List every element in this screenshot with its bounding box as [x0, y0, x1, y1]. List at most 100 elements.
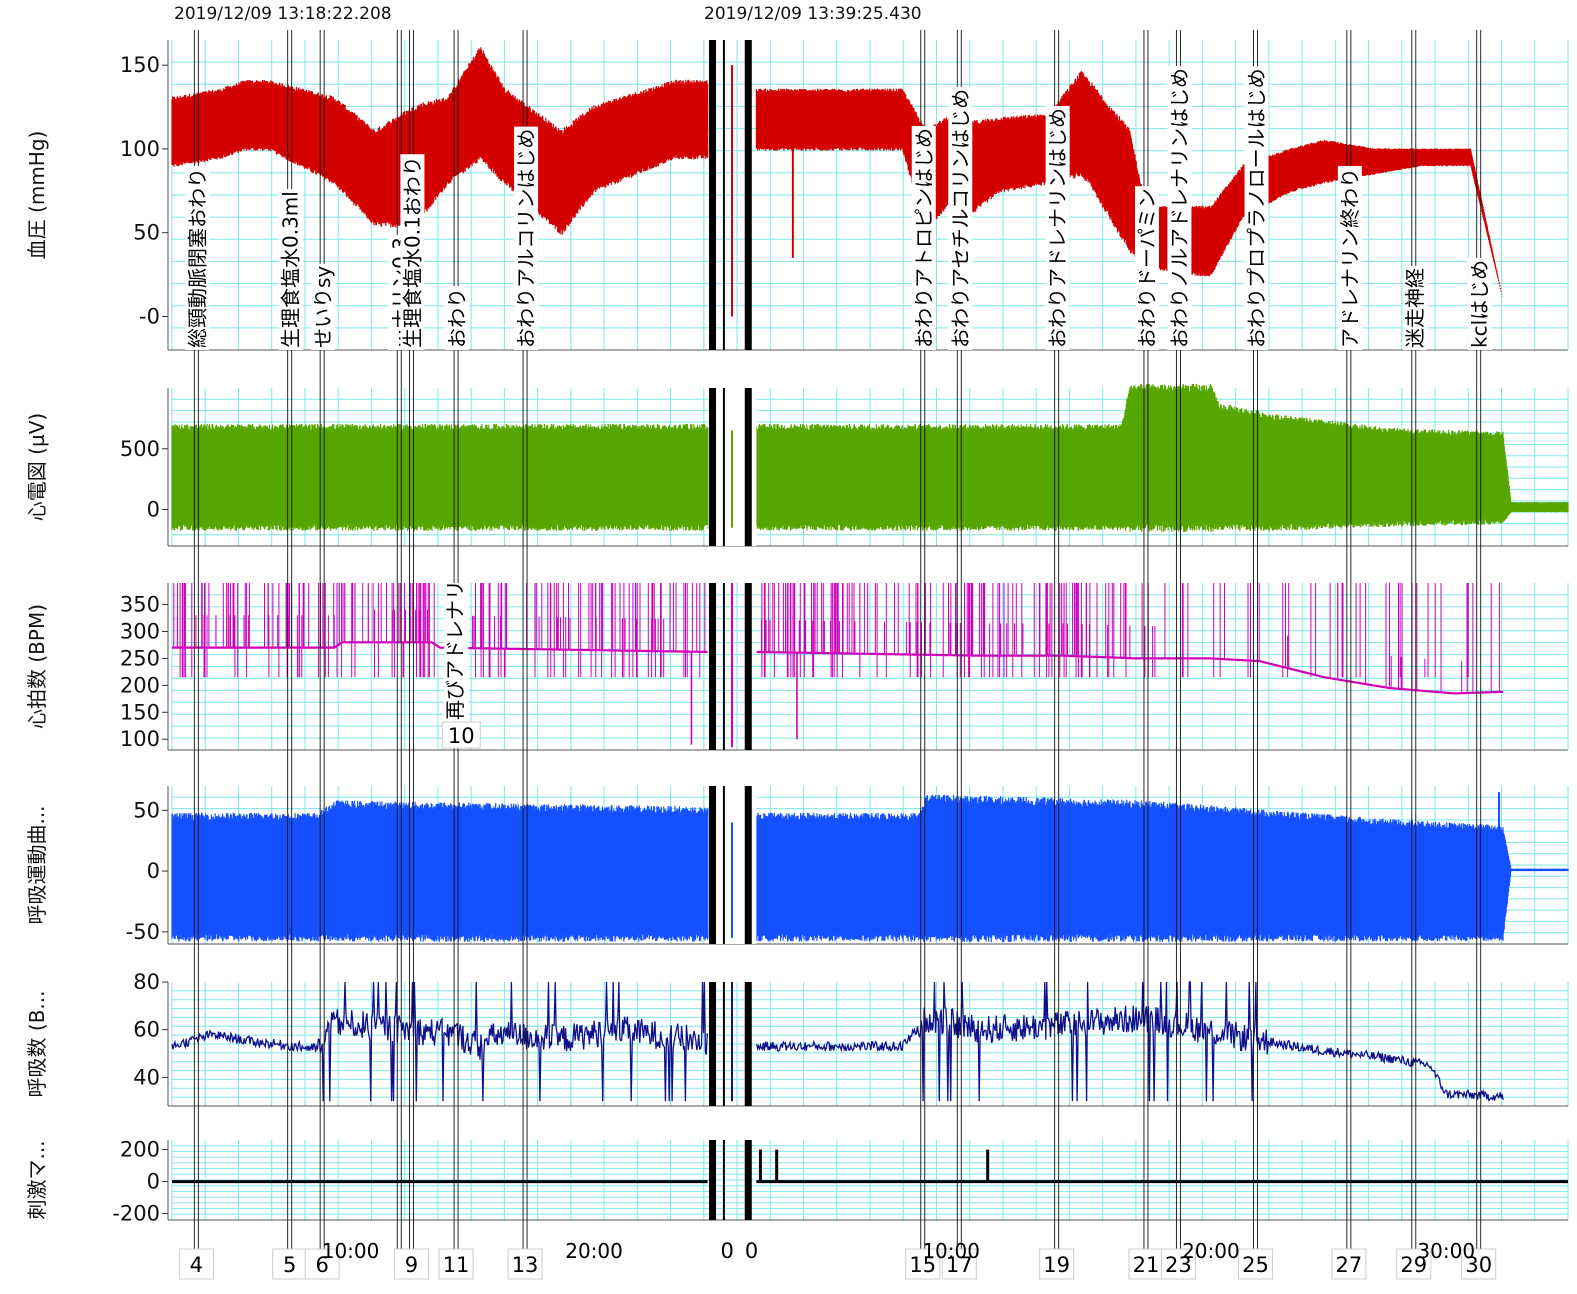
event-label: おわり	[445, 288, 469, 348]
rr-series	[171, 981, 1504, 1102]
bp-trace-segment-1	[171, 47, 709, 235]
event-number: 15	[909, 1253, 936, 1277]
stim-series	[172, 1149, 1568, 1184]
event-label-bg	[445, 286, 470, 350]
time-tick-label: 10:00	[322, 1239, 380, 1263]
channel-label: 呼吸数 (B...	[25, 991, 49, 1098]
event-label: kclはじめ	[1468, 260, 1492, 348]
channel-label: 刺激マ...	[25, 1140, 49, 1219]
y-tick-label: 50	[133, 798, 160, 822]
event-label: せいりsy	[311, 266, 335, 348]
event-number-box	[1331, 1248, 1367, 1280]
segment1-timestamp: 2019/12/09 13:18:22.208	[174, 4, 392, 24]
event-number: 11	[443, 1253, 470, 1277]
y-tick-label: 0	[147, 1170, 160, 1194]
y-tick-label: -200	[112, 1202, 160, 1226]
hr-annotation-label: 再びアドレナリ	[443, 580, 467, 720]
y-tick-label: -0	[139, 304, 160, 328]
event-number: 25	[1242, 1253, 1269, 1277]
event-number: 17	[946, 1253, 973, 1277]
break-bar	[744, 388, 752, 546]
event-number: 19	[1043, 1253, 1070, 1277]
event-label-bg	[311, 263, 336, 350]
gap-number: 0	[720, 1239, 733, 1263]
break-bar	[744, 583, 752, 750]
event-label-bg	[514, 126, 539, 350]
channel-label: 血圧 (mmHg)	[25, 131, 49, 260]
gap-number: 0	[745, 1239, 758, 1263]
y-tick-label: 60	[133, 1018, 160, 1042]
event-label: アドレナリン終わり	[1338, 168, 1362, 348]
event-number-box	[941, 1248, 977, 1280]
y-tick-label: 80	[133, 970, 160, 994]
resp-trace	[171, 794, 1569, 943]
event-label-bg	[1167, 66, 1192, 350]
event-label-bg	[1467, 257, 1492, 350]
event-number-box	[1461, 1248, 1497, 1280]
event-label-bg	[911, 126, 936, 350]
channel-label: 呼吸運動曲...	[25, 805, 49, 924]
extra-annotations: 再びアドレナリ 10 0 0	[441, 580, 758, 1263]
event-number-box	[507, 1248, 543, 1280]
event-label: おわりドーパミン	[1135, 188, 1159, 348]
event-label: 生理食塩水0.3ml	[279, 191, 303, 348]
event-number-box	[905, 1248, 941, 1280]
event-labels: 総頸動脈閉塞おわり 生理食塩水0.3ml せいりsy ···ナリン0.3生理食塩水0.…	[185, 66, 1492, 350]
break-bar	[722, 388, 725, 546]
event-number: 9	[405, 1253, 418, 1277]
y-tick-label: 40	[133, 1065, 160, 1089]
event-number: 27	[1335, 1253, 1362, 1277]
event-label: おわりアルコリンはじめ	[514, 129, 538, 348]
y-tick-label: 100	[120, 137, 160, 161]
event-number-box	[1160, 1248, 1196, 1280]
event-number: 13	[512, 1253, 539, 1277]
panel-5: 80 60 40 呼吸数 (B...	[25, 970, 1569, 1107]
break-bar	[722, 40, 725, 350]
event-label: おわりアドレナリンはじめ	[1046, 108, 1070, 348]
y-tick-label: 0	[147, 859, 160, 883]
panel-6: 200 0 -200 刺激マ...	[25, 1138, 1569, 1226]
time-tick-label: 30:00	[1417, 1239, 1475, 1263]
event-number-box	[393, 1248, 429, 1280]
break-bar	[722, 1140, 725, 1220]
event-number-box	[178, 1248, 214, 1280]
time-tick-label: 20:00	[1182, 1239, 1240, 1263]
event-number-boxes: 4 5 6 9 11 13 15 17 19 21 23 25 27 29 30	[178, 1248, 1497, 1280]
event-number: 6	[315, 1253, 328, 1277]
event-number-box	[1128, 1248, 1164, 1280]
break-bar	[709, 1140, 717, 1220]
bp-series	[171, 47, 1503, 317]
event-label-bg	[1402, 266, 1427, 350]
y-tick-label: -50	[126, 920, 160, 944]
time-tick-label: 10:00	[922, 1239, 980, 1263]
break-bar	[722, 982, 725, 1106]
break-bar	[744, 786, 752, 944]
break-bar	[722, 583, 725, 750]
y-tick-label: 150	[120, 53, 160, 77]
event-number-box	[304, 1248, 340, 1280]
break-bar	[709, 982, 717, 1106]
y-tick-label: 0	[147, 498, 160, 522]
event-label: おわりアセチルコリンはじめ	[948, 89, 972, 348]
event-number-box	[1039, 1248, 1075, 1280]
event-label-bg	[1337, 166, 1362, 350]
segment2-timestamp: 2019/12/09 13:39:25.430	[704, 4, 922, 24]
y-tick-label: 500	[120, 437, 160, 461]
hr-annotation-bg	[444, 583, 469, 724]
event-number: 21	[1133, 1253, 1160, 1277]
break-bar	[744, 40, 752, 350]
event-number: 4	[190, 1253, 203, 1277]
y-tick-label: 300	[120, 619, 160, 643]
event-number: 23	[1165, 1253, 1192, 1277]
event-label: 生理食塩水0.1おわり	[400, 156, 424, 348]
event-number-box	[1396, 1248, 1432, 1280]
event-label-bg	[400, 154, 425, 350]
event-number: 5	[283, 1253, 296, 1277]
channel-label: 心電図 (µV)	[25, 413, 49, 521]
bp-trace-segment-2	[755, 71, 1503, 297]
hr-number-box	[441, 721, 481, 749]
break-bar	[744, 1140, 752, 1220]
hr-spikes	[173, 583, 1500, 694]
y-tick-label: 200	[120, 1138, 160, 1162]
